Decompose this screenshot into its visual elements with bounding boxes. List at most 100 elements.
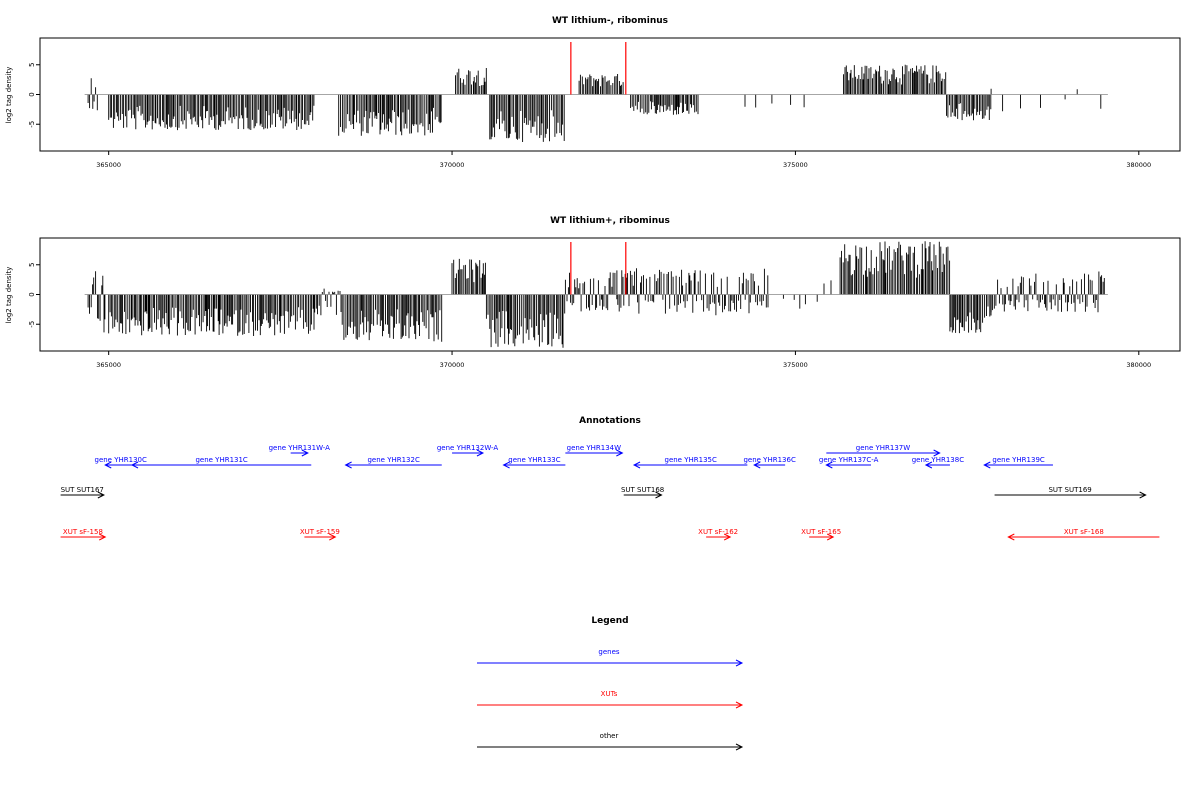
x-tick-label: 380000 [1126,361,1151,369]
panel-1-ylabel: log2 tag density [5,67,13,124]
density-bar-group [949,294,992,334]
annotation-feature: gene YHR139C [983,456,1053,469]
legend-item: XUTs [477,690,744,709]
x-tick-label: 365000 [96,161,121,169]
feature-label: XUT sF-159 [300,528,340,536]
density-bar-group [564,272,618,312]
annotation-feature: gene YHR132C [344,456,442,469]
panel-1-title: WT lithium-, ribominus [552,16,668,26]
feature-label: XUT sF-165 [801,528,841,536]
feature-arrowhead [825,461,833,469]
feature-arrowhead [502,461,510,469]
annotation-feature: gene YHR136C [743,456,796,469]
legend-label: genes [598,648,619,656]
feature-label: gene YHR131W-A [269,444,330,452]
y-tick-label: -5 [28,121,36,128]
feature-arrowhead [130,461,139,469]
feature-arrowhead [753,461,761,469]
feature-label: gene YHR130C [95,456,147,464]
feature-label: gene YHR134W [567,444,621,452]
feature-arrowhead [632,461,641,469]
feature-label: gene YHR139C [992,456,1044,464]
legend-items: genes XUTs other [477,648,744,751]
panel-2-density-bars [87,241,1105,348]
annotation-feature: gene YHR135C [632,456,748,469]
feature-label: SUT SUT169 [1048,486,1091,494]
annotations-title: Annotations [579,416,641,426]
panel-2-title: WT lithium+, ribominus [550,216,670,226]
annotation-feature: gene YHR131W-A [269,444,330,457]
annotation-features: gene YHR130C gene YHR131C gene YHR131W-A ge… [60,444,1160,541]
feature-label: XUT sF-158 [63,528,103,536]
density-bar-group [630,94,699,115]
legend-panel: Legend genes XUTs other [477,616,744,751]
panel-1-x-axis: 365000 370000 375000 380000 [96,151,1151,169]
annotation-feature: XUT sF-162 [698,528,738,541]
density-bar-group [946,94,992,121]
y-tick-label: 5 [28,63,36,67]
annotation-feature: XUT sF-168 [1007,528,1160,541]
density-bar-group [455,68,487,95]
x-tick-label: 375000 [783,361,808,369]
legend-arrowhead [735,659,744,667]
density-bar-group [744,94,805,108]
legend-label: XUTs [601,690,618,698]
annotation-feature: XUT sF-158 [60,528,107,541]
annotation-feature: SUT SUT168 [621,486,664,499]
legend-title: Legend [591,616,628,626]
feature-label: XUT sF-162 [698,528,738,536]
legend-item: other [477,732,744,751]
panel-2-x-axis: 365000 370000 375000 380000 [96,351,1151,369]
density-bar-group [489,94,565,142]
feature-arrowhead [616,449,624,457]
x-tick-label: 375000 [783,161,808,169]
annotation-feature: gene YHR130C [95,456,147,469]
feature-label: SUT SUT168 [621,486,664,494]
x-tick-label: 380000 [1126,161,1151,169]
feature-arrowhead [924,461,933,469]
annotation-feature: gene YHR131C [130,456,312,469]
density-bar-group [839,241,951,295]
density-bar-group [108,94,315,131]
density-bar-group [108,294,315,336]
density-bar-group [990,88,1102,112]
feature-arrowhead [983,461,991,469]
feature-arrowhead [97,491,105,499]
feature-arrowhead [329,533,337,541]
density-bar-group [87,271,106,333]
feature-arrowhead [933,449,941,457]
annotation-feature: XUT sF-159 [300,528,340,541]
feature-arrowhead [1139,491,1147,499]
x-tick-label: 365000 [96,361,121,369]
feature-arrowhead [826,533,835,541]
feature-label: XUT sF-168 [1064,528,1104,536]
x-tick-label: 370000 [440,361,465,369]
annotation-feature: gene YHR132W-A [437,444,498,457]
annotation-feature: XUT sF-165 [801,528,841,541]
feature-label: gene YHR135C [665,456,717,464]
panel-2-y-axis: -5 0 5 [28,263,40,328]
feature-arrowhead [344,461,352,469]
panel-1-y-axis: -5 0 5 [28,63,40,128]
feature-label: SUT SUT167 [61,486,104,494]
feature-arrowhead [301,449,309,457]
feature-arrowhead [99,533,107,541]
density-bar-group [451,258,486,295]
feature-arrowhead [723,533,732,541]
panel-2-red-markers [570,242,627,295]
annotation-feature: gene YHR133C [502,456,566,469]
density-bar-group [87,78,98,111]
density-bar-group [338,94,442,136]
y-tick-label: -5 [28,321,36,328]
feature-arrowhead [104,461,112,469]
panel-1-density-bars [87,64,1102,142]
density-bar-group [990,271,1105,313]
feature-label: gene YHR137W [856,444,910,452]
panel-1-red-markers [570,42,627,95]
density-bar-group [578,74,624,95]
feature-arrowhead [655,491,663,499]
feature-label: gene YHR136C [743,456,795,464]
annotation-feature: gene YHR138C [912,456,964,469]
legend-arrowhead [735,743,744,751]
track-panel-2: WT lithium+, ribominus log2 tag density … [5,216,1181,369]
